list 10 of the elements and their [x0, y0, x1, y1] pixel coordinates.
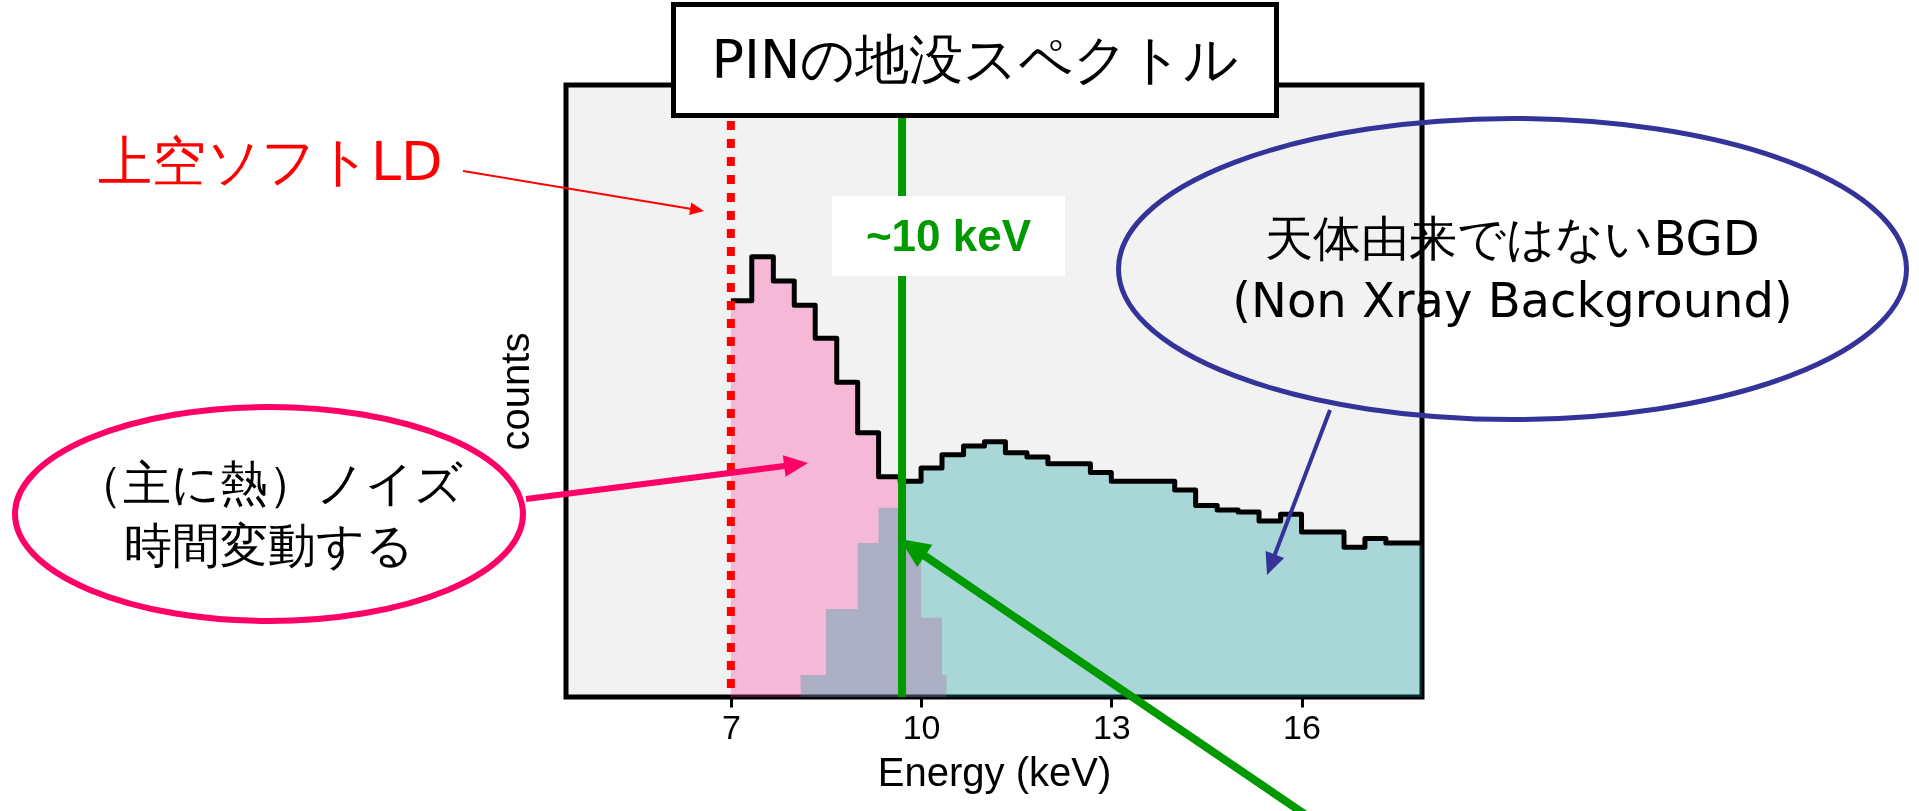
text: （主に熱）ノイズ時間変動する [74, 453, 464, 575]
chart-title: PINの地没スペクトル [671, 2, 1279, 118]
x-tick-label: 13 [1092, 707, 1131, 746]
y-axis-title: counts [492, 332, 537, 451]
x-axis-title: Energy (keV) [877, 749, 1112, 794]
x-tick-label: 10 [902, 707, 941, 746]
x-tick-label: 7 [721, 707, 741, 746]
ref-line-label: ~10 keV [832, 196, 1065, 276]
ref-line-label: 上空ソフトLD [98, 129, 443, 195]
x-tick-label: 16 [1283, 707, 1321, 746]
